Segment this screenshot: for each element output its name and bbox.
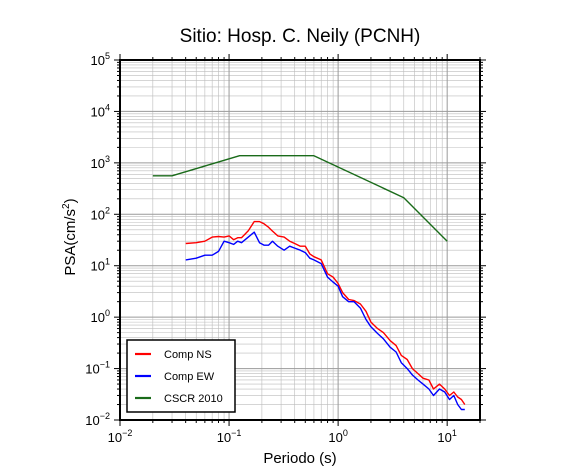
y-tick-label: 10−1: [85, 360, 110, 377]
y-tick-label-base: 10: [91, 53, 105, 68]
plot-frame: [119, 59, 481, 421]
y-tick-label-exponent: 2: [105, 205, 110, 215]
y-tick-label: 102: [91, 205, 110, 222]
legend-label-cscr-2010: CSCR 2010: [164, 393, 223, 405]
x-tick-label-exponent: −1: [231, 428, 241, 438]
chart-title: Sitio: Hosp. C. Neily (PCNH): [180, 26, 421, 47]
y-tick-label-base: 10: [85, 413, 99, 428]
y-tick-label-base: 10: [85, 362, 99, 377]
y-tick-label-exponent: 0: [105, 308, 110, 318]
y-tick-label: 104: [91, 102, 110, 119]
y-tick-label-base: 10: [91, 207, 105, 222]
y-tick-label: 101: [91, 257, 110, 274]
legend-label-comp-ew: Comp EW: [164, 371, 215, 383]
y-tick-label-base: 10: [91, 104, 105, 119]
y-axis-label-suffix: ): [62, 198, 79, 203]
y-tick-label: 10−2: [85, 411, 110, 428]
x-axis-label: Periodo (s): [263, 450, 336, 467]
x-tick-label-exponent: 0: [343, 428, 348, 438]
legend: Comp NS Comp EW CSCR 2010: [126, 339, 236, 413]
x-tick-label-exponent: 1: [452, 428, 457, 438]
y-tick-label-exponent: −2: [100, 411, 110, 421]
x-tick-label-base: 10: [328, 430, 342, 445]
x-tick-label-base: 10: [108, 430, 122, 445]
minor-gridlines: [120, 60, 481, 420]
x-tick-label: 100: [328, 428, 347, 445]
y-tick-label: 105: [91, 51, 110, 68]
series-line-comp-ew: [185, 231, 465, 411]
y-tick-label-base: 10: [91, 310, 105, 325]
y-tick-label-exponent: 5: [105, 51, 110, 61]
legend-label-comp-ns: Comp NS: [164, 349, 212, 361]
x-tick-label-exponent: −2: [122, 428, 132, 438]
x-tick-label-base: 10: [437, 430, 451, 445]
x-tick-label: 10−2: [108, 428, 133, 445]
series-layer: [152, 154, 466, 411]
y-tick-label-exponent: 3: [105, 154, 110, 164]
axis-ticks: [114, 54, 486, 426]
y-axis-label-superscript: 2: [61, 203, 72, 209]
y-tick-label-exponent: 1: [105, 257, 110, 267]
y-axis-label: PSA(cm/s2): [61, 198, 79, 275]
y-tick-label-exponent: −1: [100, 360, 110, 370]
x-tick-label-base: 10: [217, 430, 231, 445]
x-tick-label: 10−1: [217, 428, 242, 445]
y-tick-label: 100: [91, 308, 110, 325]
y-tick-label: 103: [91, 154, 110, 171]
series-line-comp-ns: [185, 220, 466, 405]
x-tick-label: 101: [437, 428, 456, 445]
y-tick-label-exponent: 4: [105, 102, 110, 112]
y-axis-label-prefix: PSA(cm/s: [62, 209, 79, 276]
y-tick-label-base: 10: [91, 156, 105, 171]
y-tick-label-base: 10: [91, 259, 105, 274]
series-line-cscr-2010: [152, 154, 448, 242]
